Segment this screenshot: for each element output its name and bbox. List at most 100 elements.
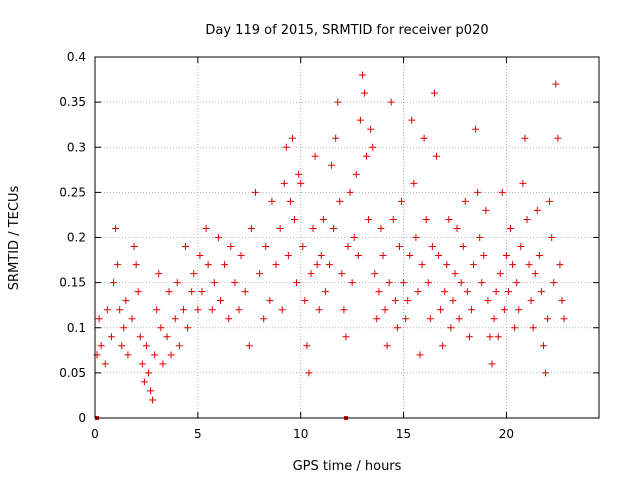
data-point xyxy=(336,197,344,205)
data-point xyxy=(179,306,187,314)
data-point xyxy=(208,306,216,314)
data-point xyxy=(350,234,358,241)
data-point xyxy=(412,234,420,241)
x-tick-label: 10 xyxy=(293,427,308,441)
data-point xyxy=(340,306,348,314)
data-point xyxy=(321,288,329,296)
data-point xyxy=(373,315,381,323)
data-point xyxy=(470,261,478,269)
data-point xyxy=(445,215,453,223)
y-tick-label: 0.15 xyxy=(59,276,86,290)
data-point xyxy=(474,188,482,196)
data-point xyxy=(144,369,152,377)
axis-ticks: 0 0.05 0.1 0.15 0.2 0.25 0.3 0.35 0.4 0 5 10 15 20 xyxy=(59,50,599,441)
data-point xyxy=(182,243,190,251)
data-point xyxy=(435,252,443,260)
data-point xyxy=(465,333,473,341)
data-point xyxy=(245,342,253,350)
data-point xyxy=(416,351,424,359)
data-point xyxy=(344,243,352,251)
x-tick-label: 15 xyxy=(396,427,411,441)
data-point xyxy=(365,215,373,223)
data-point xyxy=(509,261,517,269)
data-point xyxy=(533,206,541,214)
data-point xyxy=(426,315,434,323)
data-point xyxy=(299,243,307,251)
data-point xyxy=(393,324,401,332)
data-point xyxy=(286,197,294,205)
data-point xyxy=(463,288,471,296)
data-point xyxy=(400,279,408,287)
data-point xyxy=(494,333,502,341)
data-point xyxy=(221,261,229,269)
data-point xyxy=(554,134,562,142)
data-point xyxy=(307,270,315,278)
data-point xyxy=(437,306,445,314)
data-point xyxy=(511,324,519,332)
data-point xyxy=(317,252,325,260)
data-point xyxy=(114,261,122,269)
data-point xyxy=(346,188,354,196)
data-point xyxy=(356,116,364,124)
data-point xyxy=(159,360,167,368)
data-point xyxy=(544,315,552,323)
data-point xyxy=(204,261,212,269)
data-point xyxy=(539,342,547,350)
data-point xyxy=(352,170,360,178)
data-point xyxy=(457,279,465,287)
data-point xyxy=(315,306,323,314)
data-point xyxy=(480,252,488,260)
data-point xyxy=(118,342,126,350)
data-point xyxy=(523,215,531,223)
y-tick-label: 0.35 xyxy=(59,95,86,109)
data-point xyxy=(132,261,140,269)
data-point xyxy=(338,270,346,278)
data-point xyxy=(175,342,183,350)
data-point xyxy=(276,224,284,232)
data-point xyxy=(496,270,504,278)
data-point xyxy=(190,270,198,278)
data-point xyxy=(556,261,564,269)
data-point xyxy=(504,288,512,296)
data-point xyxy=(122,297,130,305)
data-point xyxy=(428,243,436,251)
data-point xyxy=(97,342,105,350)
data-point xyxy=(525,261,533,269)
data-point xyxy=(369,143,377,151)
data-point xyxy=(241,288,249,296)
data-point xyxy=(451,270,459,278)
data-point xyxy=(395,243,403,251)
data-point xyxy=(136,333,144,341)
chart-title: Day 119 of 2015, SRMTID for receiver p02… xyxy=(205,23,488,38)
data-point xyxy=(319,215,327,223)
data-point xyxy=(216,297,224,305)
x-tick-label: 20 xyxy=(499,427,514,441)
data-point xyxy=(502,252,510,260)
data-point xyxy=(107,333,115,341)
data-point xyxy=(542,369,550,377)
data-point xyxy=(453,224,461,232)
data-point xyxy=(443,261,451,269)
data-point xyxy=(112,224,120,232)
data-point xyxy=(387,98,395,106)
data-point xyxy=(367,125,375,133)
data-point xyxy=(432,152,440,160)
data-point xyxy=(237,252,245,260)
data-point xyxy=(375,288,383,296)
data-point xyxy=(262,243,270,251)
data-point xyxy=(358,71,366,79)
data-point xyxy=(256,270,264,278)
data-point xyxy=(291,215,299,223)
data-point xyxy=(492,288,500,296)
data-point xyxy=(531,270,539,278)
data-point xyxy=(558,297,566,305)
data-point xyxy=(231,279,239,287)
data-point xyxy=(149,396,157,404)
data-point xyxy=(280,179,288,187)
data-point xyxy=(490,315,498,323)
data-point xyxy=(272,261,280,269)
data-point xyxy=(391,297,399,305)
data-point xyxy=(507,224,515,232)
y-tick-label: 0.2 xyxy=(67,231,86,245)
data-point xyxy=(560,315,568,323)
